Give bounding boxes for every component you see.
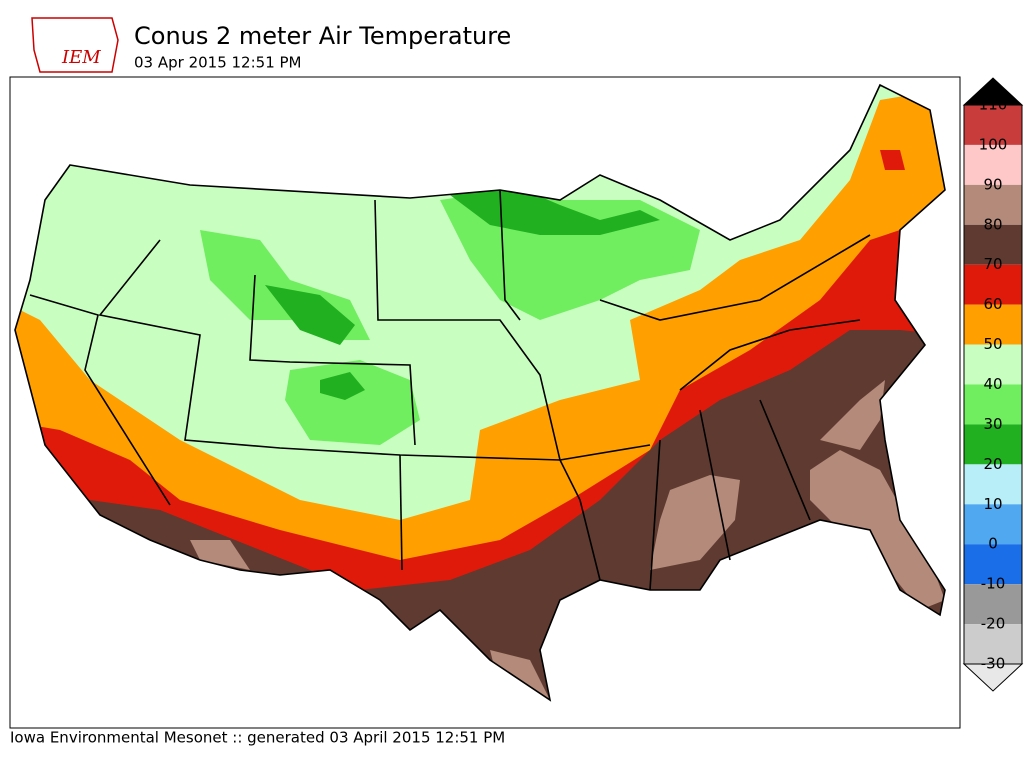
colorbar-label: 90 — [983, 175, 1002, 193]
colorbar-label: 110 — [979, 96, 1008, 114]
colorbar-band — [964, 464, 1022, 505]
subtitle: 03 Apr 2015 12:51 PM — [134, 54, 302, 72]
colorbar-label: 20 — [983, 455, 1002, 473]
footer: Iowa Environmental Mesonet :: generated … — [10, 729, 505, 747]
colorbar-label: 0 — [988, 535, 998, 553]
colorbar-band — [964, 264, 1022, 305]
state-borders — [14, 83, 946, 702]
colorbar-band — [964, 544, 1022, 585]
colorbar-label: 10 — [983, 495, 1002, 513]
colorbar-label: 50 — [983, 335, 1002, 353]
colorbar-label: 70 — [983, 255, 1002, 273]
colorbar-label: 100 — [979, 135, 1008, 153]
colorbar-band — [964, 224, 1022, 265]
colorbar-band — [964, 504, 1022, 545]
colorbar-band — [964, 424, 1022, 465]
logo: IEM — [31, 17, 119, 73]
colorbar-label: -10 — [981, 575, 1006, 593]
colorbar-band — [964, 584, 1022, 625]
colorbar-label: 30 — [983, 415, 1002, 433]
colorbar-band — [964, 384, 1022, 425]
colorbar-outline — [963, 104, 1023, 665]
title: Conus 2 meter Air Temperature — [134, 22, 511, 50]
colorbar-band — [964, 304, 1022, 345]
colorbar-label: 40 — [983, 375, 1002, 393]
logo-text: IEM — [61, 47, 101, 68]
colorbar-label: 60 — [983, 295, 1002, 313]
colorbar-label: 80 — [983, 215, 1002, 233]
colorbar-band — [964, 344, 1022, 385]
colorbar-band — [964, 624, 1022, 664]
colorbar-band — [964, 105, 1022, 145]
colorbar-band — [964, 184, 1022, 225]
colorbar-label: -30 — [981, 655, 1006, 673]
colorbar-band — [964, 144, 1022, 185]
colorbar-label: -20 — [981, 615, 1006, 633]
